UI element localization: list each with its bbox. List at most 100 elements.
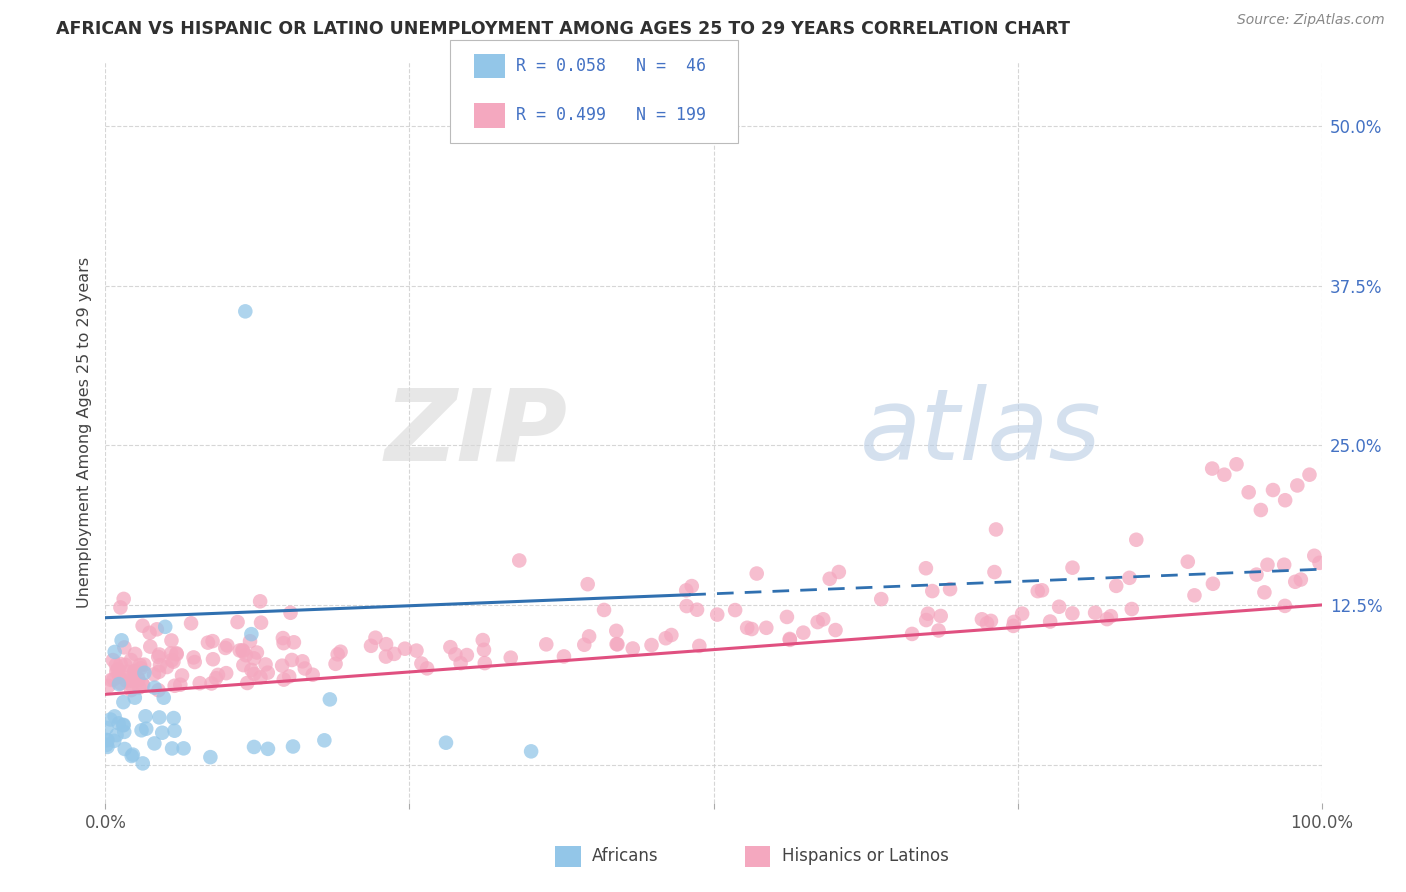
Point	[114, 742, 136, 756]
Point	[675, 583, 697, 598]
Point	[143, 681, 166, 695]
Point	[811, 612, 834, 626]
Point	[146, 623, 169, 637]
Point	[201, 652, 224, 666]
Point	[1298, 467, 1320, 482]
Y-axis label: Unemployment Among Ages 25 to 29 years: Unemployment Among Ages 25 to 29 years	[77, 257, 93, 608]
Point	[329, 645, 352, 659]
Point	[110, 600, 132, 615]
Point	[100, 673, 122, 687]
Point	[112, 591, 135, 606]
Point	[411, 657, 433, 671]
Point	[271, 631, 294, 645]
Point	[1274, 599, 1296, 613]
Point	[1202, 576, 1225, 591]
Point	[1286, 478, 1309, 492]
Point	[148, 710, 170, 724]
Point	[163, 679, 186, 693]
Point	[110, 633, 132, 648]
Point	[228, 643, 250, 657]
Point	[1026, 584, 1049, 599]
Point	[132, 678, 155, 692]
Point	[536, 637, 558, 651]
Point	[741, 622, 763, 636]
Point	[281, 739, 304, 754]
Point	[173, 741, 195, 756]
Point	[226, 615, 249, 629]
Point	[606, 637, 628, 651]
Point	[112, 640, 135, 655]
Point	[232, 644, 254, 658]
Point	[1099, 609, 1122, 624]
Point	[239, 634, 262, 648]
Point	[97, 733, 120, 747]
Point	[326, 648, 349, 662]
Text: ZIP: ZIP	[385, 384, 568, 481]
Point	[283, 635, 305, 649]
Point	[818, 572, 841, 586]
Point	[243, 666, 266, 681]
Point	[574, 638, 596, 652]
Point	[243, 739, 266, 754]
Point	[112, 724, 135, 739]
Point	[416, 661, 439, 675]
Point	[980, 614, 1002, 628]
Point	[122, 665, 145, 679]
Point	[166, 647, 188, 661]
Point	[1272, 558, 1295, 572]
Point	[121, 749, 143, 764]
Point	[201, 634, 224, 648]
Point	[706, 607, 728, 622]
Point	[1303, 549, 1326, 563]
Point	[231, 643, 253, 657]
Point	[115, 673, 138, 688]
Point	[520, 744, 543, 758]
Point	[921, 584, 943, 599]
Point	[236, 676, 259, 690]
Point	[160, 647, 183, 661]
Point	[117, 665, 139, 679]
Point	[121, 747, 143, 762]
Point	[112, 718, 135, 732]
Point	[450, 656, 472, 670]
Point	[101, 653, 124, 667]
Point	[1201, 461, 1223, 475]
Point	[166, 646, 188, 660]
Point	[188, 676, 211, 690]
Point	[112, 695, 135, 709]
Point	[1261, 483, 1284, 497]
Point	[110, 657, 132, 671]
Point	[915, 561, 938, 575]
Point	[120, 653, 142, 667]
Point	[1177, 555, 1199, 569]
Point	[163, 723, 186, 738]
Point	[96, 721, 118, 735]
Point	[576, 577, 599, 591]
Point	[105, 665, 128, 679]
Point	[807, 615, 830, 629]
Point	[131, 723, 153, 738]
Point	[456, 648, 478, 662]
Point	[360, 639, 382, 653]
Point	[148, 683, 170, 698]
Point	[110, 676, 132, 690]
Point	[131, 619, 153, 633]
Point	[129, 661, 152, 675]
Point	[235, 648, 257, 663]
Point	[105, 728, 128, 742]
Point	[828, 565, 851, 579]
Point	[405, 643, 427, 657]
Point	[163, 711, 186, 725]
Point	[661, 628, 683, 642]
Point	[1039, 615, 1062, 629]
Point	[108, 670, 131, 684]
Point	[374, 649, 396, 664]
Text: atlas: atlas	[859, 384, 1101, 481]
Point	[870, 592, 893, 607]
Point	[246, 646, 269, 660]
Point	[233, 304, 256, 318]
Point	[606, 637, 628, 651]
Point	[1284, 574, 1306, 589]
Point	[162, 655, 184, 669]
Point	[499, 650, 522, 665]
